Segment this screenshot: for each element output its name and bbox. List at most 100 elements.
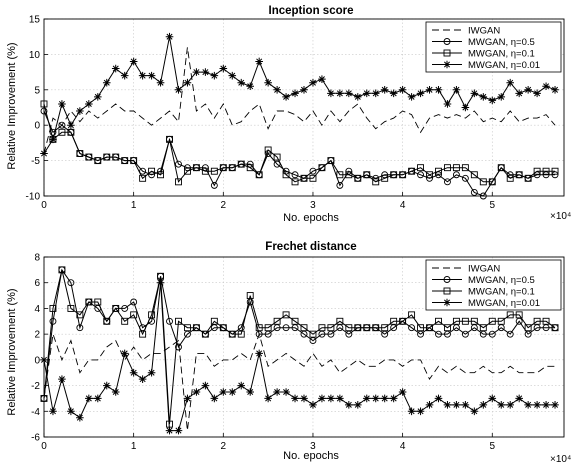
data-point — [497, 401, 506, 409]
data-point — [524, 174, 532, 182]
data-point — [497, 164, 505, 172]
data-point — [533, 401, 541, 409]
data-point — [452, 171, 460, 179]
x-tick-label: 0 — [41, 441, 47, 452]
data-point — [408, 167, 416, 175]
data-point — [273, 160, 281, 168]
x-tick-label: 2 — [221, 200, 227, 211]
legend-marker — [443, 287, 451, 295]
data-point — [336, 89, 344, 98]
data-point — [497, 93, 506, 101]
legend-marker — [443, 38, 451, 45]
data-point — [488, 96, 497, 105]
data-point — [76, 107, 84, 115]
data-point — [309, 330, 317, 338]
data-point — [120, 71, 129, 80]
data-point — [443, 100, 452, 108]
data-point — [551, 167, 559, 175]
data-point — [58, 375, 66, 383]
data-point — [470, 189, 478, 196]
data-point — [327, 89, 335, 98]
data-point — [389, 89, 398, 98]
series-line — [43, 332, 555, 431]
legend-marker — [443, 298, 451, 307]
data-point — [112, 153, 120, 161]
data-point — [488, 317, 496, 325]
data-point — [49, 407, 57, 416]
data-point — [435, 167, 442, 175]
data-point — [443, 178, 451, 186]
data-point — [183, 167, 191, 175]
data-point — [76, 150, 84, 157]
data-point — [371, 394, 380, 403]
data-point — [461, 164, 469, 172]
data-point — [255, 324, 263, 332]
data-point — [103, 153, 111, 161]
data-point — [210, 181, 218, 189]
data-point — [210, 167, 218, 175]
series-iwgan — [43, 47, 556, 154]
data-point — [94, 157, 102, 165]
data-point — [417, 171, 425, 179]
data-point — [201, 381, 210, 390]
data-point — [291, 178, 299, 186]
y-axis-label: Relative Improvement (%) — [6, 42, 18, 169]
legend-entry: MWGAN, η=0.5 — [432, 275, 535, 286]
data-point — [237, 78, 246, 87]
y-tick-label: 10 — [29, 50, 41, 61]
frechet-distance-panel: Frechet distance Relative Improvement (%… — [6, 241, 571, 465]
legend-label: MWGAN, η=0.1 — [468, 49, 535, 60]
series-line — [43, 47, 556, 154]
data-point — [506, 401, 515, 409]
data-point — [237, 330, 245, 338]
data-point — [435, 330, 442, 338]
series-mwgan-eta-0-01 — [40, 32, 559, 158]
y-tick-label: 4 — [34, 304, 40, 315]
data-point — [399, 317, 407, 325]
legend-label: MWGAN, η=0.1 — [468, 287, 535, 298]
legend-label: MWGAN, η=0.5 — [468, 275, 535, 286]
data-point — [345, 167, 353, 175]
y-tick-label: 0 — [34, 355, 40, 366]
data-point — [264, 78, 272, 87]
data-point — [157, 171, 165, 179]
x-axis-label: No. epochs — [283, 212, 339, 224]
x-multiplier-label: ×10⁴ — [550, 454, 571, 465]
data-point — [542, 401, 550, 409]
data-point — [551, 86, 559, 94]
data-point — [210, 71, 219, 80]
data-point — [452, 401, 461, 409]
legend-label: MWGAN, η=0.5 — [468, 37, 535, 48]
data-point — [309, 174, 317, 182]
series-iwgan — [43, 332, 555, 431]
data-point — [67, 121, 75, 129]
data-point — [255, 349, 263, 358]
data-point — [85, 298, 93, 306]
y-tick-label: -4 — [31, 407, 40, 418]
data-point — [147, 368, 156, 377]
data-point — [362, 394, 371, 403]
data-point — [416, 89, 425, 98]
plot-frame — [43, 256, 565, 438]
data-point — [371, 89, 380, 98]
y-tick-label: 2 — [34, 330, 40, 341]
data-point — [533, 167, 541, 175]
data-point — [192, 324, 200, 332]
data-point — [309, 167, 317, 175]
data-point — [506, 174, 514, 182]
data-point — [515, 89, 523, 98]
data-point — [58, 121, 66, 129]
data-point — [139, 174, 147, 182]
data-point — [49, 128, 57, 136]
data-point — [237, 381, 246, 390]
data-point — [407, 407, 416, 416]
data-point — [246, 160, 254, 168]
data-point — [488, 394, 497, 403]
legend-entry: MWGAN, η=0.01 — [432, 60, 540, 71]
data-point — [506, 311, 514, 319]
x-tick-label: 1 — [131, 441, 137, 452]
legend-label: IWGAN — [468, 26, 500, 37]
data-point — [470, 89, 479, 98]
data-point — [515, 311, 523, 319]
data-point — [345, 401, 353, 409]
